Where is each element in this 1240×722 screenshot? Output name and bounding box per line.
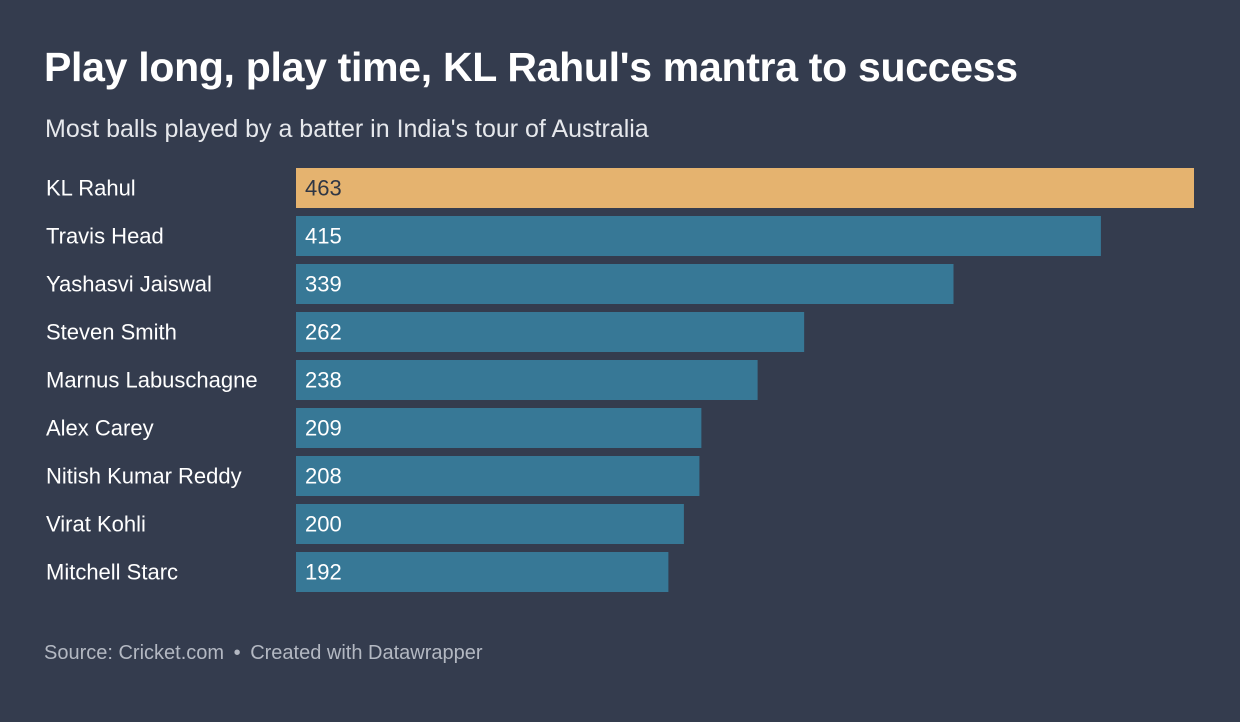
bar xyxy=(296,504,684,544)
footer-separator: • xyxy=(233,642,241,664)
value-label: 209 xyxy=(305,416,342,441)
bar xyxy=(296,264,954,304)
bar-row: Marnus Labuschagne 238 xyxy=(46,360,758,400)
category-label: Mitchell Starc xyxy=(46,560,178,585)
category-label: Marnus Labuschagne xyxy=(46,368,258,393)
category-label: Virat Kohli xyxy=(46,512,146,537)
bar xyxy=(296,216,1101,256)
bar xyxy=(296,360,758,400)
value-label: 463 xyxy=(305,176,342,201)
value-label: 200 xyxy=(305,512,342,537)
value-label: 238 xyxy=(305,368,342,393)
source-note: Source: Cricket.com xyxy=(44,642,225,664)
category-label: KL Rahul xyxy=(46,176,136,201)
bar-row: Alex Carey 209 xyxy=(46,408,702,448)
value-label: 208 xyxy=(305,464,342,489)
value-label: 192 xyxy=(305,560,342,585)
chart-title: Play long, play time, KL Rahul's mantra … xyxy=(44,44,1018,90)
bar-row: KL Rahul 463 xyxy=(46,168,1194,208)
category-label: Alex Carey xyxy=(46,416,154,441)
category-label: Steven Smith xyxy=(46,320,177,345)
value-label: 262 xyxy=(305,320,342,345)
bar xyxy=(296,312,805,352)
category-label: Travis Head xyxy=(46,224,164,249)
datawrapper-credit: Created with Datawrapper xyxy=(250,642,483,664)
value-label: 415 xyxy=(305,224,342,249)
bar-row: Mitchell Starc 192 xyxy=(46,552,669,592)
category-label: Nitish Kumar Reddy xyxy=(46,464,242,489)
value-label: 339 xyxy=(305,272,342,297)
bar-row: Nitish Kumar Reddy 208 xyxy=(46,456,700,496)
chart-subtitle: Most balls played by a batter in India's… xyxy=(45,115,649,143)
bar-row: Yashasvi Jaiswal 339 xyxy=(46,264,954,304)
bar-row: Virat Kohli 200 xyxy=(46,504,684,544)
bar xyxy=(296,168,1194,208)
bar-row: Steven Smith 262 xyxy=(46,312,805,352)
chart-footer: Source: Cricket.com • Created with Dataw… xyxy=(44,642,483,665)
bar-row: Travis Head 415 xyxy=(46,216,1101,256)
category-label: Yashasvi Jaiswal xyxy=(46,272,212,297)
bar xyxy=(296,408,702,448)
bar xyxy=(296,552,669,592)
bar xyxy=(296,456,700,496)
